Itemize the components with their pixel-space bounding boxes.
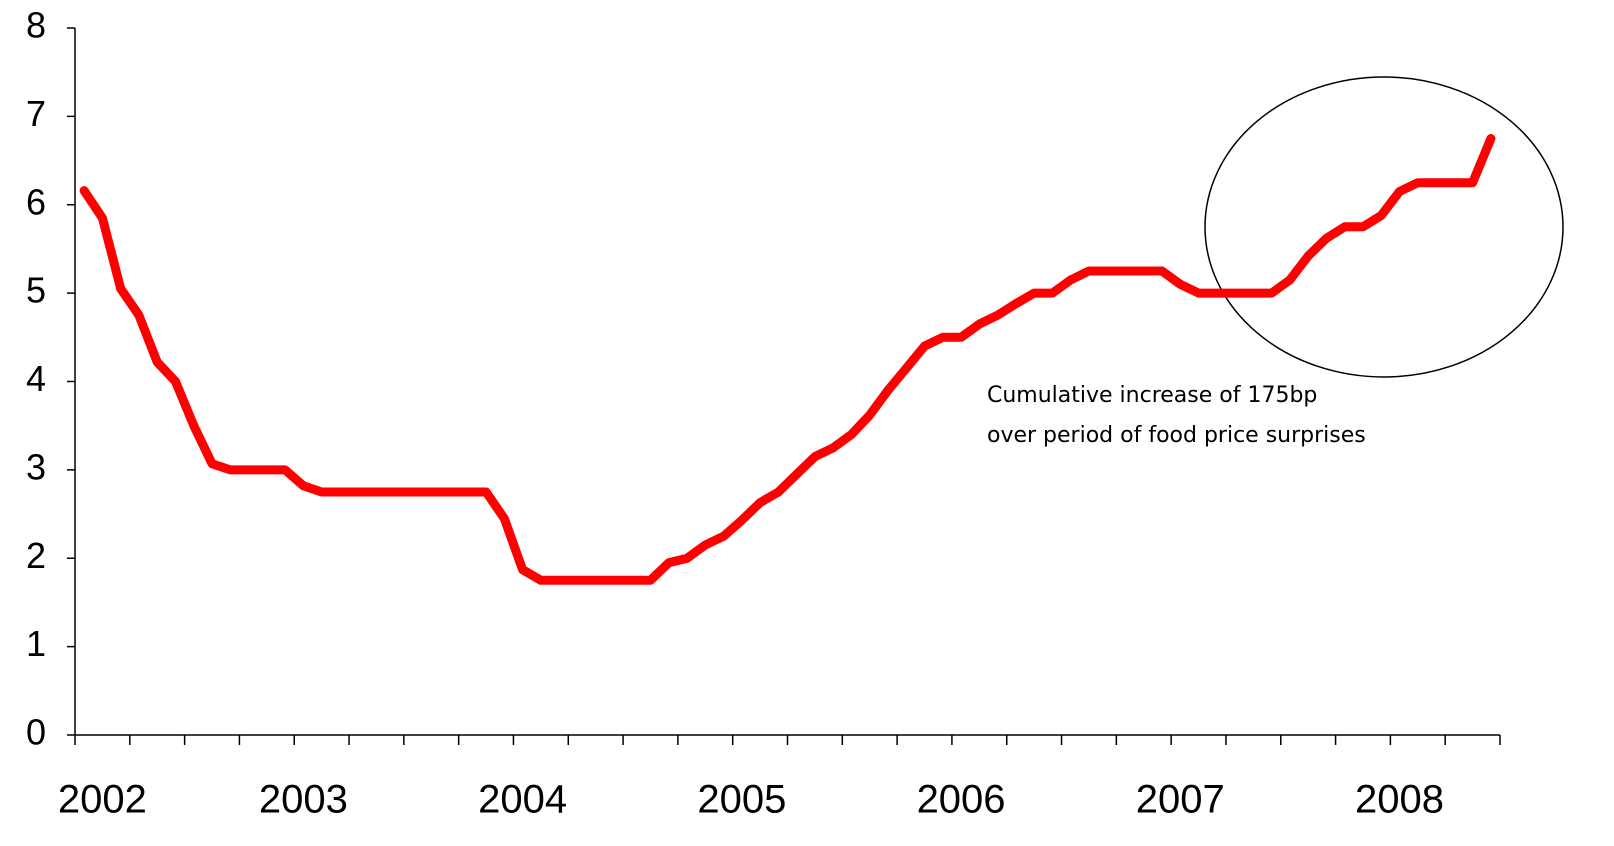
x-tick-label: 2002 <box>58 778 147 822</box>
x-tick-label: 2008 <box>1355 778 1444 822</box>
y-tick-label: 0 <box>26 712 46 753</box>
highlight-ellipse <box>1204 76 1564 378</box>
y-tick-label: 3 <box>26 446 46 487</box>
x-tick-label: 2006 <box>917 778 1006 822</box>
y-tick-label: 7 <box>26 93 46 134</box>
y-tick-label: 1 <box>26 623 46 664</box>
annotation: Cumulative increase of 175bp <box>987 383 1317 408</box>
y-tick-label: 8 <box>26 5 46 46</box>
annotation: over period of food price surprises <box>987 423 1366 448</box>
x-tick-label: 2004 <box>478 778 567 822</box>
y-tick-label: 2 <box>26 535 46 576</box>
y-tick-label: 4 <box>26 358 46 399</box>
y-tick-label: 6 <box>26 181 46 222</box>
series-line <box>79 134 1496 585</box>
x-tick-label: 2005 <box>697 778 786 822</box>
x-tick-label: 2003 <box>259 778 348 822</box>
x-tick-label: 2007 <box>1136 778 1225 822</box>
y-tick-label: 5 <box>26 270 46 311</box>
